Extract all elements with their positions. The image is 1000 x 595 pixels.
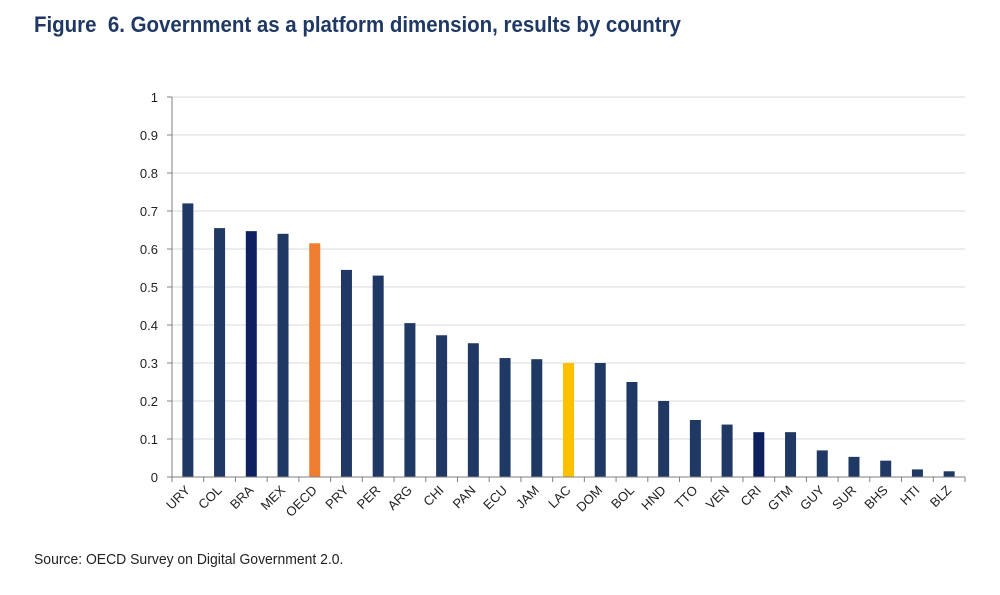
x-tick-label-sur: SUR [829, 483, 859, 513]
bar-ven [721, 424, 733, 477]
bar-hnd [658, 401, 670, 477]
y-tick-label: 0.6 [140, 242, 158, 257]
x-tick-label-lac: LAC [545, 483, 573, 511]
bar-arg [404, 323, 416, 477]
x-tick-label-ury: URY [163, 482, 193, 512]
x-tick-label-col: COL [195, 483, 225, 513]
y-tick-label: 0.8 [140, 166, 158, 181]
x-tick-label-ven: VEN [703, 483, 733, 513]
y-tick-label: 0.5 [140, 280, 158, 295]
y-tick-label: 0.7 [140, 204, 158, 219]
x-tick-label-bhs: BHS [861, 482, 891, 512]
x-tick-label-chi: CHI [420, 483, 446, 509]
bar-sur [848, 456, 860, 477]
bar-oecd [309, 243, 321, 477]
x-tick-label-hnd: HND [638, 483, 669, 514]
y-tick-label: 0.3 [140, 356, 158, 371]
y-tick-label: 0.2 [140, 394, 158, 409]
bar-ecu [499, 358, 511, 477]
x-tick-label-pan: PAN [450, 483, 479, 512]
x-tick-label-jam: JAM [513, 483, 542, 512]
bar-lac [563, 363, 574, 477]
x-tick-label-oecd: OECD [283, 483, 320, 520]
bar-tto [689, 420, 701, 477]
bar-pry [340, 269, 352, 477]
bar-bhs [880, 460, 892, 477]
bar-dom [594, 363, 606, 477]
x-tick-label-cri: CRI [738, 483, 764, 509]
y-tick-label: 0.9 [140, 128, 158, 143]
bar-pan [467, 343, 479, 477]
x-tick-label-ecu: ECU [480, 483, 510, 513]
bar-guy [816, 450, 828, 477]
bar-jam [531, 359, 543, 477]
bar-ury [182, 203, 194, 477]
x-tick-label-bol: BOL [608, 483, 637, 512]
x-tick-label-hti: HTI [897, 483, 922, 508]
chart-title: Figure 6. Government as a platform dimen… [34, 12, 681, 37]
x-tick-label-guy: GUY [797, 482, 828, 513]
x-tick-label-blz: BLZ [927, 482, 955, 510]
x-tick-label-gtm: GTM [765, 483, 796, 514]
bar-hti [911, 469, 923, 477]
source-note: Source: OECD Survey on Digital Governmen… [34, 551, 344, 568]
bar-bol [626, 382, 638, 477]
bar-chi [436, 335, 448, 477]
y-tick-label: 0 [151, 470, 158, 485]
x-tick-label-dom: DOM [573, 483, 605, 515]
x-tick-label-per: PER [354, 483, 384, 513]
bar-mex [277, 233, 289, 477]
bar-per [372, 275, 384, 477]
bar-cri [753, 432, 765, 477]
bar-col [214, 228, 226, 477]
bars [182, 203, 955, 477]
y-tick-label: 0.4 [140, 318, 158, 333]
y-tick-label: 1 [151, 90, 158, 105]
bar-gtm [785, 432, 797, 477]
x-tick-label-bra: BRA [227, 482, 257, 512]
y-axis-ticks: 0 0.1 0.2 0.3 0.4 0.5 0.6 0.7 0.8 0.9 1 [140, 90, 172, 485]
bar-bra [245, 231, 257, 477]
y-tick-label: 0.1 [140, 432, 158, 447]
x-tick-label-pry: PRY [322, 482, 352, 512]
axes [171, 97, 965, 478]
bar-blz [943, 471, 955, 477]
x-tick-label-tto: TTO [672, 483, 701, 512]
x-tick-label-arg: ARG [384, 483, 415, 514]
